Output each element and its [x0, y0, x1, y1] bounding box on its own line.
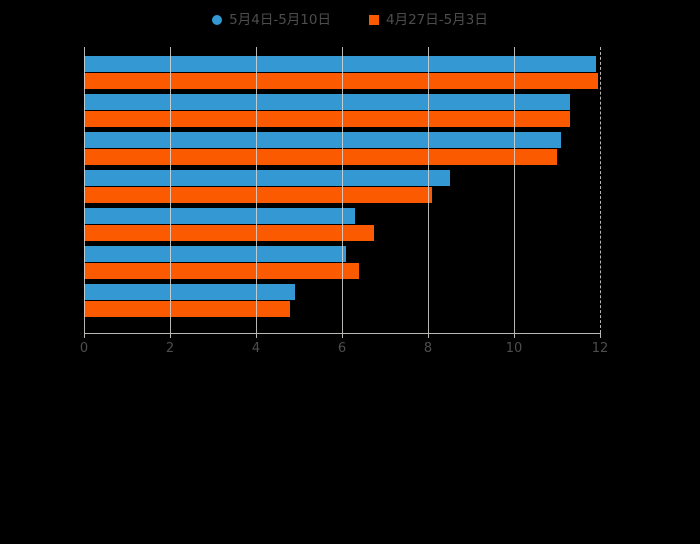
x-tick-mark: [514, 333, 515, 338]
x-tick-mark: [428, 333, 429, 338]
bar-中国-series-0[interactable]: [84, 246, 347, 262]
bar-中国-series-1[interactable]: [84, 263, 360, 279]
gridline-x-12: [600, 47, 601, 333]
bar-法国-series-1[interactable]: [84, 111, 570, 127]
x-tick-mark: [170, 333, 171, 338]
bar-德国-series-0[interactable]: [84, 170, 450, 186]
legend-item-1[interactable]: 4月27日-5月3日: [369, 9, 488, 31]
bar-英国-series-1[interactable]: [84, 73, 598, 89]
bar-group: 英国: [84, 56, 600, 89]
gridline-x-2: [170, 47, 171, 333]
x-tick-label: 12: [591, 341, 609, 356]
x-tick-label: 8: [423, 341, 433, 356]
legend-item-0[interactable]: 5月4日-5月10日: [212, 9, 331, 31]
x-tick-mark: [84, 333, 85, 338]
bar-group: 美国: [84, 132, 600, 165]
gridline-x-4: [256, 47, 257, 333]
bar-group: 德国: [84, 170, 600, 203]
bar-日本-series-0[interactable]: [84, 284, 295, 300]
x-tick-label: 10: [505, 341, 523, 356]
plot-area: 0 2 4 6 8 10 12 英国法国美国德国其他中国日本: [80, 47, 608, 356]
bar-法国-series-0[interactable]: [84, 94, 570, 110]
bar-其他-series-1[interactable]: [84, 225, 375, 241]
gridline-x-0: [84, 47, 85, 333]
x-tick-label: 2: [165, 341, 175, 356]
gridline-x-6: [342, 47, 343, 333]
bar-chart: 5月4日-5月10日 4月27日-5月3日 0 2 4 6 8 10 12 英国法国美国德国其他…: [0, 8, 700, 356]
bar-其他-series-0[interactable]: [84, 208, 355, 224]
bar-group: 法国: [84, 94, 600, 127]
x-tick-mark: [600, 333, 601, 338]
x-tick-label: 6: [337, 341, 347, 356]
bar-德国-series-1[interactable]: [84, 187, 433, 203]
bar-英国-series-0[interactable]: [84, 56, 596, 72]
bar-美国-series-1[interactable]: [84, 149, 557, 165]
legend-swatch-icon: [369, 15, 379, 25]
bar-group: 日本: [84, 284, 600, 317]
x-tick-label: 4: [251, 341, 261, 356]
gridline-x-8: [428, 47, 429, 333]
chart-legend: 5月4日-5月10日 4月27日-5月3日: [0, 8, 700, 32]
bar-美国-series-0[interactable]: [84, 132, 562, 148]
x-tick-label: 0: [79, 341, 89, 356]
bar-group: 中国: [84, 246, 600, 279]
legend-label: 5月4日-5月10日: [229, 12, 331, 28]
gridline-x-10: [514, 47, 515, 333]
legend-label: 4月27日-5月3日: [386, 12, 488, 28]
x-tick-mark: [256, 333, 257, 338]
x-tick-mark: [342, 333, 343, 338]
bar-日本-series-1[interactable]: [84, 301, 291, 317]
legend-swatch-icon: [212, 15, 223, 25]
bar-group: 其他: [84, 208, 600, 241]
